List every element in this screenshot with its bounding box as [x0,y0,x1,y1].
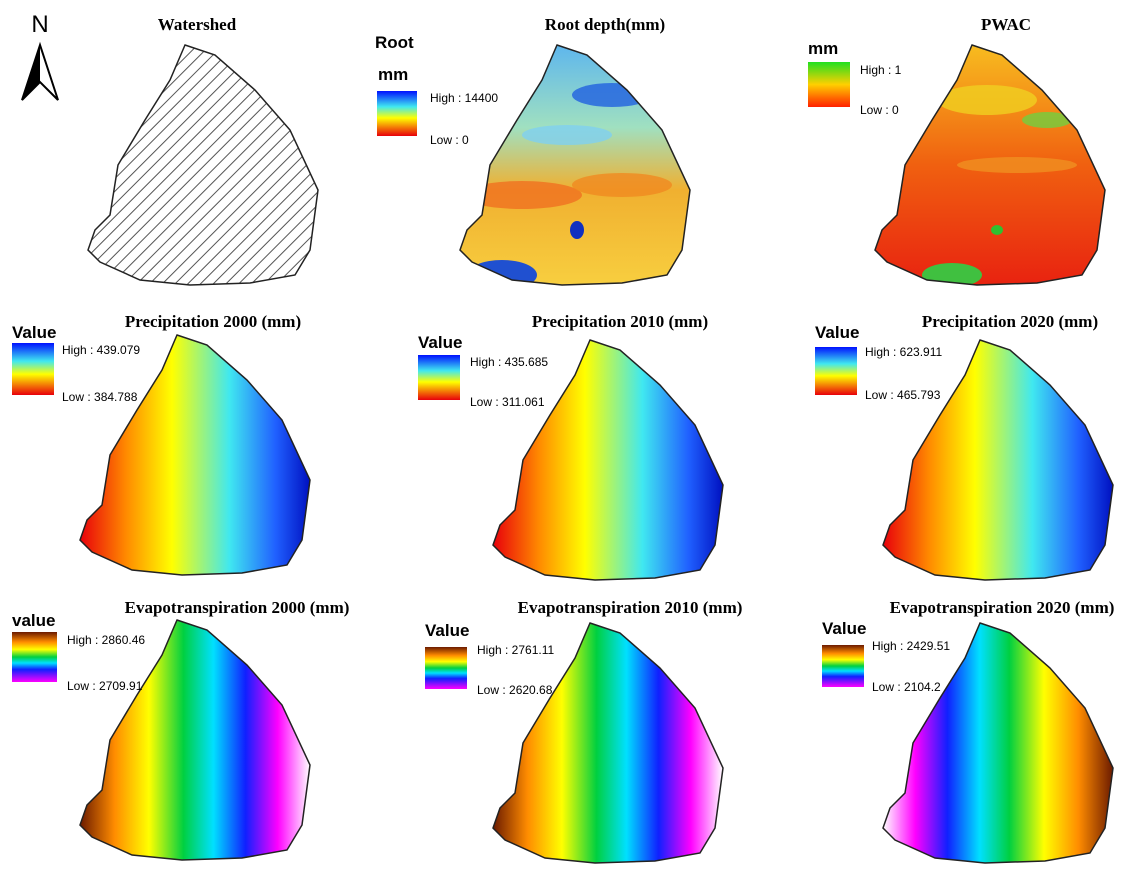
legend-high: High : 439.079 [62,343,140,357]
legend-high: High : 2429.51 [872,639,950,653]
legend-low: Low : 311.061 [470,395,545,409]
legend-title: Root [375,33,414,52]
legend-title: Value [418,333,462,352]
precipitation-map [883,340,1113,580]
legend-swatch [12,343,54,395]
legend-swatch [815,347,857,395]
legend-title: mm [808,39,838,58]
panel-title: Evapotranspiration 2010 (mm) [518,598,743,617]
legend-unit: mm [378,65,408,84]
panel-title: Evapotranspiration 2000 (mm) [125,598,350,617]
legend-high: High : 2761.11 [477,643,554,657]
precipitation-map [80,335,310,575]
root-depth-map [452,40,702,290]
precipitation-map [493,340,723,580]
legend-low: Low : 2709.91 [67,679,143,693]
panel-title: PWAC [981,15,1031,34]
north-label: N [31,11,48,38]
legend-low: Low : 2104.2 [872,680,941,694]
pwac-map [867,40,1117,290]
evapotranspiration-map [883,623,1113,863]
panel-title: Evapotranspiration 2020 (mm) [890,598,1115,617]
panel-title: Precipitation 2010 (mm) [532,312,708,331]
watershed-map [88,45,318,285]
legend-swatch [12,632,57,682]
legend-title: value [12,611,55,630]
legend-title: Value [12,323,56,342]
legend-swatch [377,91,417,136]
legend-title: Value [815,323,859,342]
legend-title: Value [425,621,469,640]
legend-low: Low : 384.788 [62,390,138,404]
legend-high: High : 623.911 [865,345,942,359]
panel-title: Root depth(mm) [545,15,665,34]
legend-low: Low : 0 [430,133,469,147]
legend-low: Low : 0 [860,103,899,117]
legend-high: High : 1 [860,63,902,77]
figure: N Watershed Root depth(mm) Root mm High … [0,0,1140,879]
legend-swatch [418,355,460,400]
legend-swatch [425,647,467,689]
legend-high: High : 435.685 [470,355,548,369]
legend-swatch [808,62,850,107]
panel-title: Precipitation 2000 (mm) [125,312,301,331]
legend-low: Low : 2620.68 [477,683,553,697]
legend-low: Low : 465.793 [865,388,941,402]
legend-high: High : 14400 [430,91,498,105]
evapotranspiration-map [80,620,310,860]
evapotranspiration-map [493,623,723,863]
panel-title: Precipitation 2020 (mm) [922,312,1098,331]
legend-title: Value [822,619,866,638]
legend-swatch [822,645,864,687]
legend-high: High : 2860.46 [67,633,145,647]
panel-title: Watershed [158,15,237,34]
